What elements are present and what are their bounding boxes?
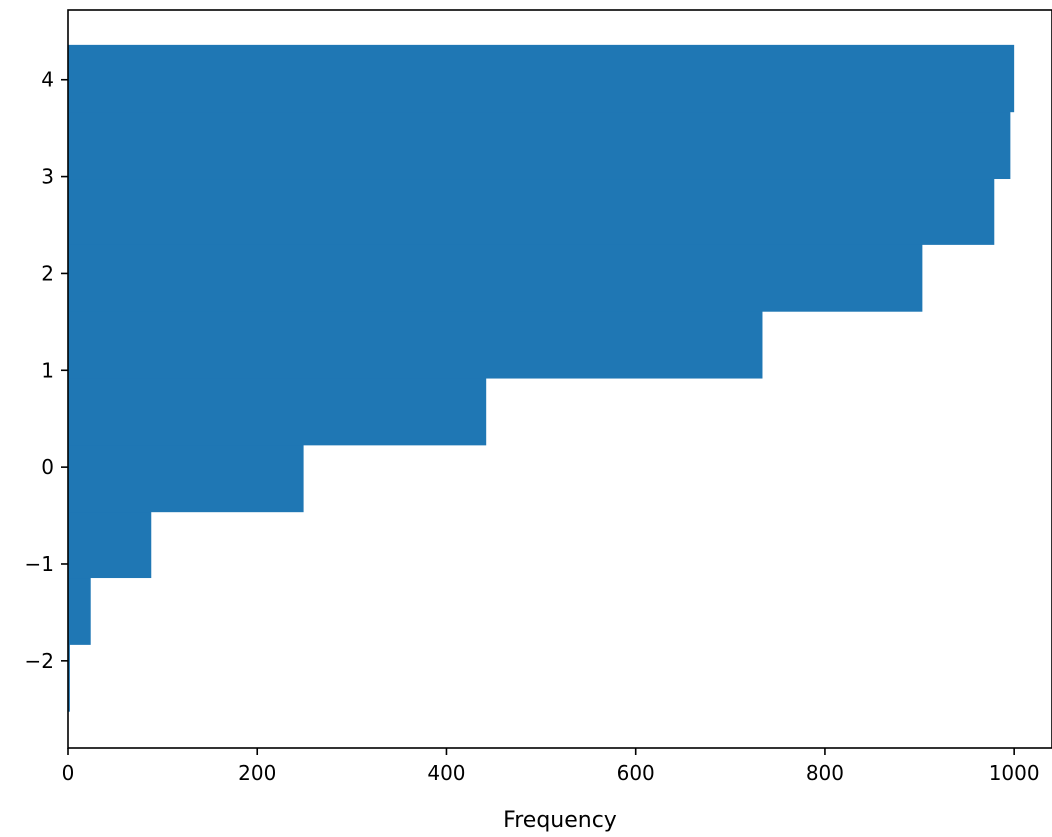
x-tick-label: 600: [617, 761, 655, 785]
x-tick-label: 800: [806, 761, 844, 785]
histogram-bar-3: [68, 511, 152, 579]
x-axis-label: Frequency: [503, 808, 617, 833]
histogram-bar-5: [68, 378, 487, 446]
y-tick-label: 2: [41, 261, 54, 285]
plot-frame: [67, 9, 1052, 749]
y-tick-label: 1: [41, 358, 54, 382]
y-tick-label: 3: [41, 165, 54, 189]
y-axis-ticks: −2 −1 0 1 2 3 4: [25, 68, 68, 673]
histogram-bar-8: [68, 178, 995, 245]
x-tick-label: 0: [62, 761, 75, 785]
histogram-bar-2: [68, 577, 91, 645]
histogram-bar-4: [68, 444, 304, 513]
y-tick-label: 0: [41, 455, 54, 479]
y-tick-label: 4: [41, 68, 54, 92]
x-axis-ticks: 0 200 400 600 800 1000: [62, 748, 1040, 785]
x-tick-label: 400: [427, 761, 465, 785]
histogram-bar-1: [68, 644, 70, 712]
x-tick-label: 200: [238, 761, 276, 785]
y-tick-label: −1: [25, 552, 54, 576]
histogram-bar-6: [68, 311, 763, 379]
histogram-bar-9: [68, 111, 1011, 180]
histogram-bar-10: [68, 44, 1015, 113]
x-tick-label: 1000: [989, 761, 1040, 785]
bars-group: [68, 44, 1015, 712]
y-tick-label: −2: [25, 649, 54, 673]
histogram-bar-7: [68, 244, 923, 312]
